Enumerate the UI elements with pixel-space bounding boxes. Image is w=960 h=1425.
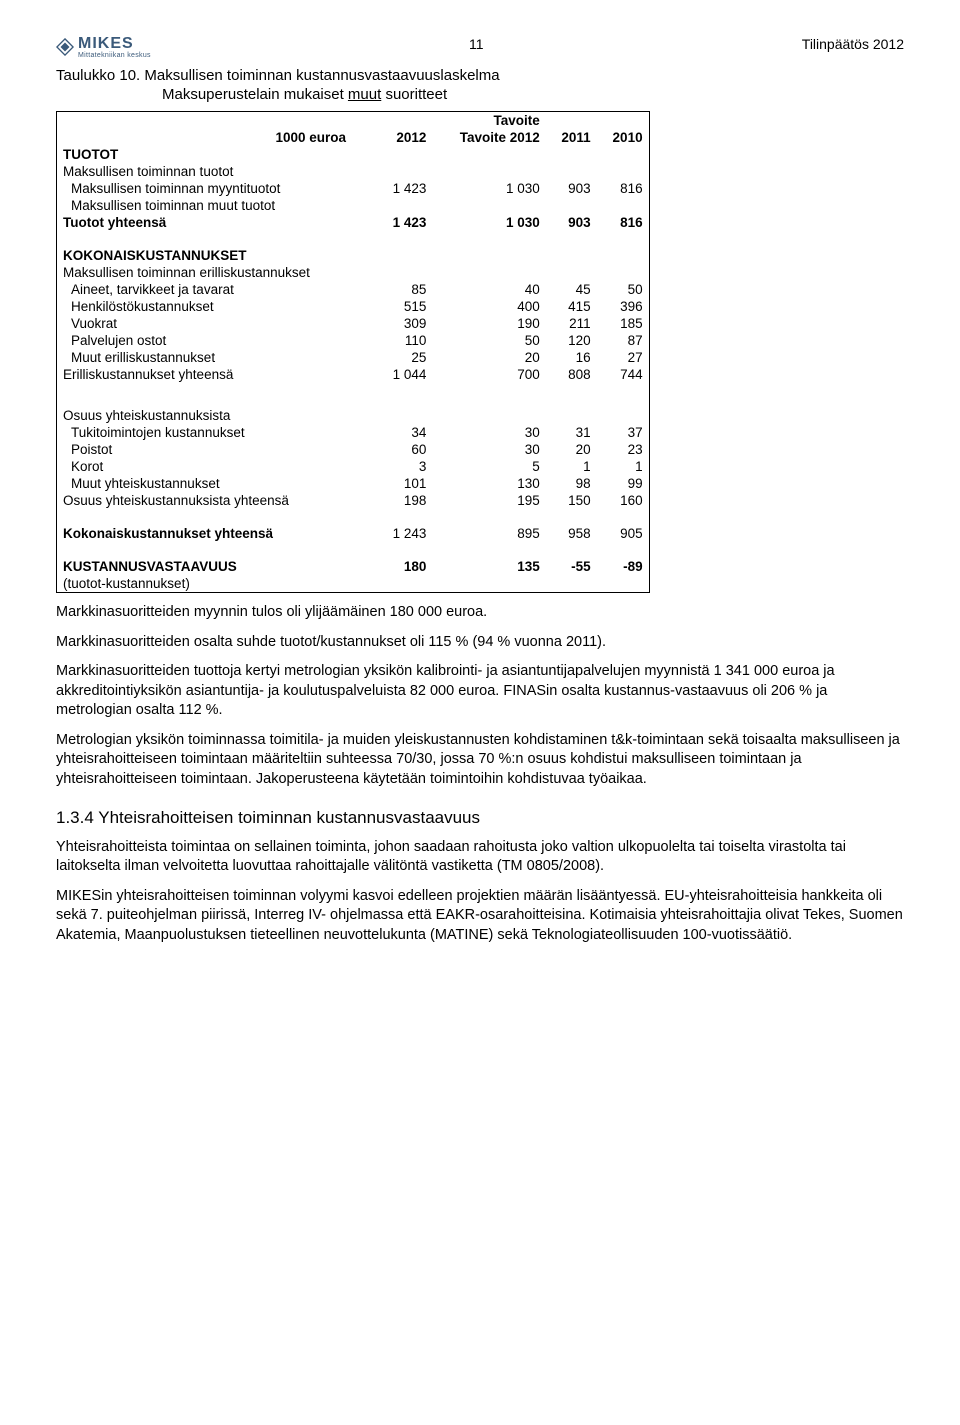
page-header: MIKES Mittatekniikan keskus 11 Tilinpäät… (56, 36, 904, 59)
table-title-line1: Maksullisen toiminnan kustannusvastaavuu… (144, 67, 499, 84)
paragraph: Metrologian yksikön toiminnassa toimitil… (56, 731, 904, 790)
table-row: KOKONAISKUSTANNUKSET (57, 247, 650, 264)
paragraph: Markkinasuoritteiden osalta suhde tuotot… (56, 633, 904, 653)
page-number: 11 (469, 36, 484, 52)
cost-table: Tavoite 1000 euroa 2012 Tavoite 2012 201… (56, 111, 650, 593)
table-label: Taulukko 10. (56, 67, 140, 84)
table-header-row-2: 1000 euroa 2012 Tavoite 2012 2011 2010 (57, 129, 650, 146)
table-row: (tuotot-kustannukset) (57, 575, 650, 593)
logo-text-main: MIKES (78, 36, 151, 52)
table-subtitle: Maksuperustelain mukaiset muut suorittee… (56, 86, 904, 103)
table-row: Tukitoimintojen kustannukset34303137 (57, 424, 650, 441)
col-tavoite-top: Tavoite (432, 112, 545, 130)
table-caption: Taulukko 10. Maksullisen toiminnan kusta… (56, 67, 904, 84)
section-heading: 1.3.4 Yhteisrahoitteisen toiminnan kusta… (56, 808, 904, 828)
table-row: KUSTANNUSVASTAAVUUS180135-55-89 (57, 558, 650, 575)
table-row: Korot3511 (57, 458, 650, 475)
table-row: Muut yhteiskustannukset1011309899 (57, 475, 650, 492)
table-row: Palvelujen ostot1105012087 (57, 332, 650, 349)
paragraph: Yhteisrahoitteista toimintaa on sellaine… (56, 838, 904, 877)
table-row: Vuokrat309190211185 (57, 315, 650, 332)
table-spacer (57, 509, 650, 525)
table-row: Maksullisen toiminnan myyntituotot1 4231… (57, 180, 650, 197)
paragraph: Markkinasuoritteiden tuottoja kertyi met… (56, 662, 904, 721)
table-row: Maksullisen toiminnan tuotot (57, 163, 650, 180)
logo: MIKES Mittatekniikan keskus (56, 36, 151, 59)
table-row: Kokonaiskustannukset yhteensä1 243895958… (57, 525, 650, 542)
table-row: Maksullisen toiminnan erilliskustannukse… (57, 264, 650, 281)
logo-diamond-icon (56, 38, 74, 56)
table-spacer (57, 231, 650, 247)
table-row: Muut erilliskustannukset25201627 (57, 349, 650, 366)
table-header-row: Tavoite (57, 112, 650, 130)
table-row: Tuotot yhteensä1 4231 030903816 (57, 214, 650, 231)
table-row: Poistot60302023 (57, 441, 650, 458)
table-row: TUOTOT (57, 146, 650, 163)
logo-text-sub: Mittatekniikan keskus (78, 52, 151, 59)
paragraph: Markkinasuoritteiden myynnin tulos oli y… (56, 603, 904, 623)
col-2012: 2012 (376, 129, 432, 146)
table-row: Osuus yhteiskustannuksista yhteensä19819… (57, 492, 650, 509)
table-row: Osuus yhteiskustannuksista (57, 407, 650, 424)
table-row: Maksullisen toiminnan muut tuotot (57, 197, 650, 214)
unit-label: 1000 euroa (57, 129, 377, 146)
col-tavoite-2012: Tavoite 2012 (432, 129, 545, 146)
table-spacer (57, 542, 650, 558)
doc-title: Tilinpäätös 2012 (802, 36, 904, 52)
col-2010: 2010 (597, 129, 649, 146)
table-row: Henkilöstökustannukset515400415396 (57, 298, 650, 315)
table-spacer (57, 383, 650, 407)
table-row: Aineet, tarvikkeet ja tavarat85404550 (57, 281, 650, 298)
table-row: Erilliskustannukset yhteensä1 0447008087… (57, 366, 650, 383)
col-2011: 2011 (546, 129, 597, 146)
paragraph: MIKESin yhteisrahoitteisen toiminnan vol… (56, 887, 904, 946)
